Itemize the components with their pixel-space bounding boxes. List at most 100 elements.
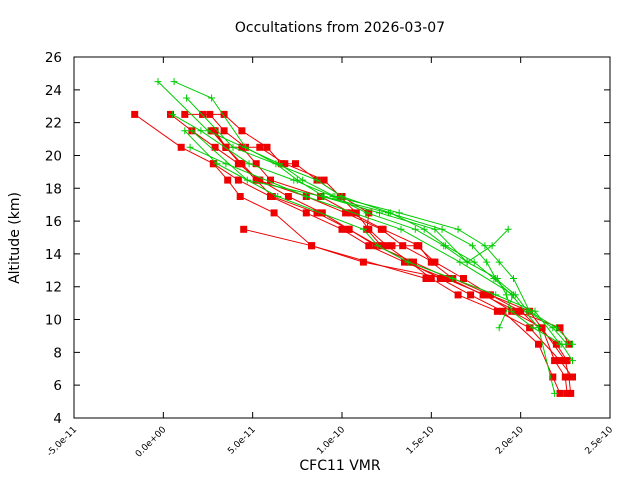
- data-point: [468, 242, 476, 250]
- data-point: [183, 94, 191, 102]
- data-point: [236, 193, 244, 200]
- y-tick-label: 16: [45, 214, 62, 230]
- data-point: [268, 193, 276, 200]
- data-point: [181, 127, 189, 135]
- data-point: [569, 357, 576, 365]
- data-point: [486, 291, 494, 299]
- data-point: [204, 127, 212, 135]
- data-point: [238, 160, 246, 168]
- data-point: [410, 258, 417, 266]
- data-point: [569, 373, 576, 381]
- data-point: [449, 275, 457, 282]
- data-point: [420, 225, 428, 233]
- chart-title: Occultations from 2026-03-07: [235, 20, 445, 36]
- data-point: [499, 307, 507, 315]
- data-point: [365, 242, 373, 250]
- data-point: [399, 242, 407, 250]
- data-point: [338, 225, 346, 233]
- data-point: [313, 209, 321, 217]
- data-point: [454, 225, 462, 233]
- data-point: [488, 242, 496, 250]
- data-point: [395, 209, 403, 217]
- data-point: [254, 176, 262, 184]
- data-point: [245, 160, 253, 168]
- data-point: [252, 160, 260, 168]
- y-tick-label: 24: [45, 83, 62, 99]
- data-point: [463, 258, 471, 266]
- data-point: [359, 225, 367, 233]
- data-point: [220, 110, 228, 118]
- data-point: [377, 242, 385, 250]
- data-point: [531, 307, 539, 315]
- data-point: [445, 275, 453, 282]
- data-point: [561, 373, 569, 381]
- data-point: [208, 127, 216, 135]
- data-point: [502, 291, 510, 299]
- data-point: [510, 275, 517, 282]
- data-point: [345, 225, 353, 233]
- data-point: [318, 209, 326, 217]
- data-point: [526, 324, 534, 332]
- data-point: [411, 225, 419, 233]
- data-point: [290, 176, 298, 184]
- data-point: [492, 291, 500, 299]
- data-point: [422, 275, 430, 282]
- data-point: [211, 143, 219, 151]
- data-point: [313, 176, 321, 184]
- y-tick-label: 4: [53, 411, 62, 427]
- data-point: [374, 242, 382, 250]
- data-point: [556, 340, 564, 348]
- series-line-red-1: [134, 113, 568, 394]
- data-point: [460, 275, 467, 282]
- data-point: [267, 176, 274, 184]
- data-point: [243, 176, 251, 184]
- data-point: [229, 143, 237, 151]
- data-point: [438, 225, 446, 233]
- data-point: [551, 357, 559, 365]
- series-green-6: [186, 143, 517, 332]
- data-point: [454, 291, 462, 299]
- data-point: [401, 258, 408, 266]
- data-point: [440, 242, 448, 250]
- data-point: [431, 225, 439, 233]
- data-point: [565, 373, 573, 381]
- data-point: [168, 110, 176, 118]
- data-point: [342, 209, 350, 217]
- data-point: [213, 160, 221, 168]
- data-point: [220, 127, 228, 135]
- y-tick-label: 10: [45, 313, 62, 329]
- data-point: [338, 193, 346, 200]
- data-point: [415, 242, 423, 250]
- data-point: [197, 127, 205, 135]
- data-point: [270, 209, 278, 217]
- data-point: [529, 324, 537, 332]
- data-point: [188, 127, 196, 135]
- data-point: [436, 275, 444, 282]
- data-point: [292, 160, 299, 168]
- y-tick-label: 20: [45, 148, 62, 164]
- data-point: [495, 324, 503, 332]
- data-point: [479, 291, 487, 299]
- data-point: [320, 176, 328, 184]
- series-green-4: [168, 110, 576, 365]
- data-point: [240, 225, 248, 233]
- data-point: [467, 291, 475, 299]
- data-point: [352, 209, 360, 217]
- data-point: [483, 258, 491, 266]
- y-tick-label: 18: [45, 181, 62, 197]
- x-axis-label: CFC11 VMR: [299, 458, 381, 474]
- data-point: [551, 389, 559, 397]
- data-point: [493, 307, 501, 315]
- data-point: [263, 143, 271, 151]
- series-red-9: [240, 225, 430, 282]
- data-point: [208, 94, 216, 102]
- data-point: [404, 258, 412, 266]
- series-line-green-3: [186, 97, 556, 394]
- data-point: [154, 78, 162, 86]
- data-point: [181, 110, 189, 118]
- data-point: [318, 193, 326, 200]
- data-point: [329, 193, 337, 200]
- data-point: [508, 307, 516, 315]
- data-point: [186, 143, 194, 151]
